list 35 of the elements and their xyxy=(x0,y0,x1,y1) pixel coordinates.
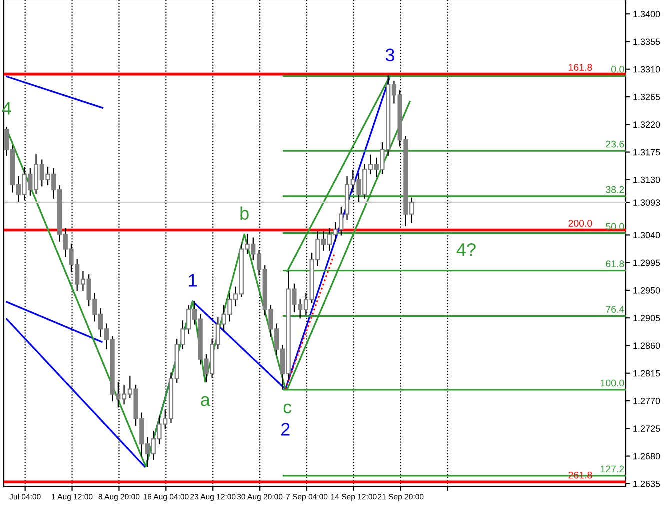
annotation: 76.4 xyxy=(606,306,624,313)
y-tick-label: 1.3400 xyxy=(634,11,660,18)
annotation: c xyxy=(284,404,292,414)
y-tick-label: 1.2725 xyxy=(634,426,660,432)
y-tick-label: 1.3310 xyxy=(634,66,660,73)
annotation: 50.0 xyxy=(606,223,624,230)
annotation: b xyxy=(240,206,249,220)
y-tick-label: 1.3130 xyxy=(634,176,660,184)
annotation: 1 xyxy=(189,274,197,287)
annotation: 23.6 xyxy=(606,140,624,148)
y-tick-label: 1.3040 xyxy=(634,232,660,239)
y-tick-label: 1.3175 xyxy=(634,149,660,156)
y-tick-label: 1.2680 xyxy=(634,453,660,460)
y-tick-label: 1.3355 xyxy=(634,38,660,46)
annotation: 38.2 xyxy=(606,186,624,194)
y-tick-label: 1.2905 xyxy=(634,315,660,322)
annotation: 61.8 xyxy=(606,260,624,268)
annotation: 161.8 xyxy=(569,64,592,71)
annotation: a xyxy=(201,396,210,406)
y-tick-label: 1.3265 xyxy=(634,94,660,100)
annotation: 200.0 xyxy=(568,220,592,227)
y-tick-label: 1.3093 xyxy=(634,200,660,206)
y-tick-label: 1.2815 xyxy=(634,370,660,377)
annotation: 127.2 xyxy=(601,466,624,473)
annotation: 2 xyxy=(282,423,290,436)
annotation: 4? xyxy=(456,243,476,256)
annotation: 3 xyxy=(386,48,394,62)
y-tick-label: 1.3220 xyxy=(634,122,660,128)
y-tick-label: 1.2950 xyxy=(634,287,660,294)
y-tick-label: 1.2860 xyxy=(634,342,660,350)
annotation: 100.0 xyxy=(601,380,624,387)
y-tick-label: 1.2635 xyxy=(634,480,660,488)
y-tick-label: 1.2995 xyxy=(634,260,660,266)
annotation: 0.0 xyxy=(611,66,624,73)
y-tick-label: 1.2770 xyxy=(634,398,660,404)
